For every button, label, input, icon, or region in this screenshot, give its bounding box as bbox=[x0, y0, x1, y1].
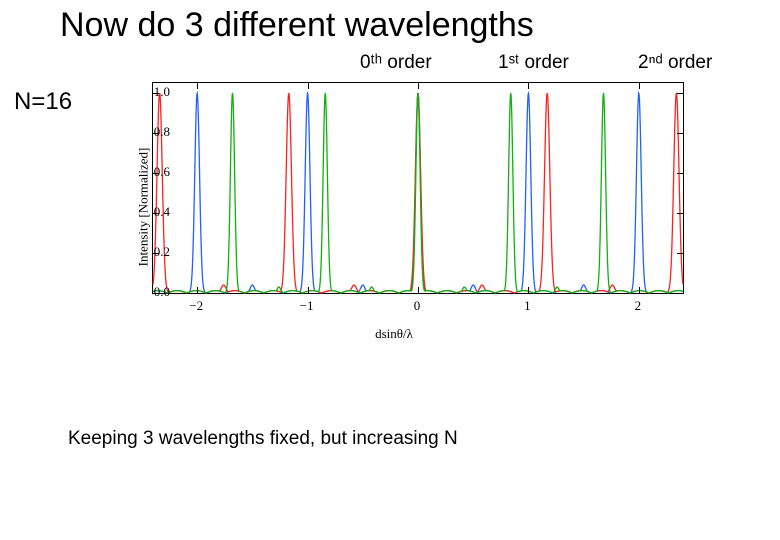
x-tick bbox=[308, 83, 309, 89]
x-tick bbox=[528, 83, 529, 89]
n-label: N=16 bbox=[14, 88, 72, 116]
y-tick-label: 1.0 bbox=[154, 84, 170, 100]
series-blue bbox=[153, 93, 683, 293]
x-tick-label: 2 bbox=[635, 298, 642, 314]
y-tick bbox=[677, 173, 683, 174]
order-label-2: 2ⁿᵈ order bbox=[638, 52, 712, 74]
x-tick bbox=[639, 83, 640, 89]
x-tick bbox=[639, 287, 640, 293]
plot-area bbox=[152, 82, 684, 294]
y-tick-label: 0.8 bbox=[154, 124, 170, 140]
x-tick-label: −1 bbox=[300, 298, 314, 314]
series-red bbox=[153, 93, 683, 293]
series-green bbox=[153, 93, 683, 293]
y-tick-label: 0.2 bbox=[154, 244, 170, 260]
x-tick bbox=[418, 83, 419, 89]
slide-caption: Keeping 3 wavelengths fixed, but increas… bbox=[68, 428, 458, 450]
x-tick bbox=[197, 83, 198, 89]
diffraction-chart: Intensity [Normalized] dsinθ/λ 0.0 0.2 0.4… bbox=[84, 72, 704, 342]
x-tick-label: −2 bbox=[189, 298, 203, 314]
y-tick-label: 0.0 bbox=[154, 284, 170, 300]
x-axis-label: dsinθ/λ bbox=[375, 326, 413, 342]
y-axis-label: Intensity [Normalized] bbox=[135, 148, 151, 267]
slide-root: Now do 3 different wavelengths 0ᵗʰ order… bbox=[0, 0, 780, 540]
chart-svg bbox=[153, 83, 683, 293]
slide-title: Now do 3 different wavelengths bbox=[60, 6, 534, 45]
y-tick-label: 0.6 bbox=[154, 164, 170, 180]
y-tick bbox=[677, 213, 683, 214]
x-tick bbox=[528, 287, 529, 293]
order-label-0: 0ᵗʰ order bbox=[360, 52, 432, 74]
y-tick bbox=[677, 93, 683, 94]
y-tick bbox=[677, 133, 683, 134]
x-tick bbox=[418, 287, 419, 293]
y-tick bbox=[677, 293, 683, 294]
x-tick-label: 1 bbox=[524, 298, 531, 314]
x-tick bbox=[197, 287, 198, 293]
order-label-1: 1ˢᵗ order bbox=[498, 52, 569, 74]
x-tick bbox=[308, 287, 309, 293]
y-tick bbox=[677, 253, 683, 254]
y-tick-label: 0.4 bbox=[154, 204, 170, 220]
x-tick-label: 0 bbox=[414, 298, 421, 314]
